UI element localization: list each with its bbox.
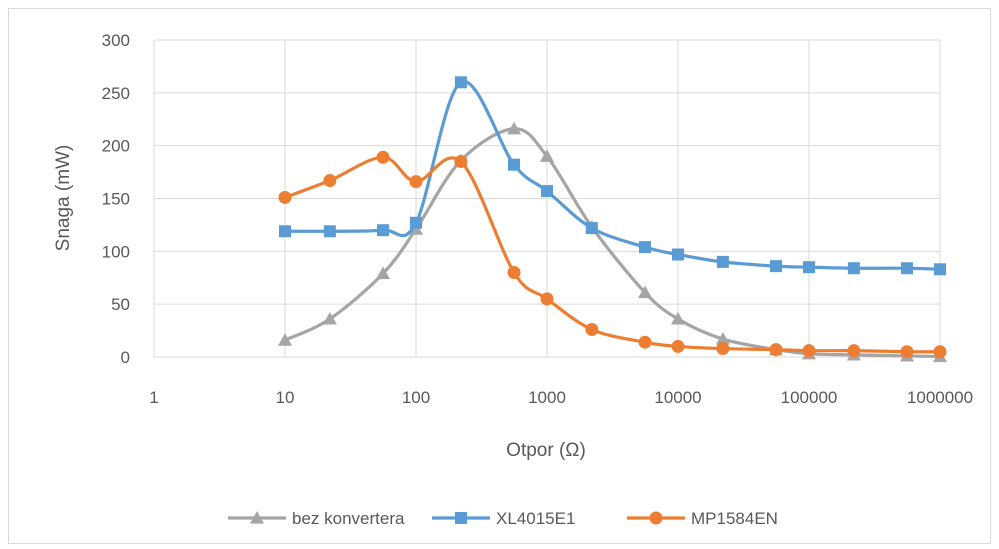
data-point bbox=[769, 343, 783, 357]
data-point bbox=[377, 224, 390, 237]
data-point bbox=[901, 262, 914, 275]
legend-item: MP1584EN bbox=[627, 509, 778, 528]
y-tick-label: 150 bbox=[102, 190, 130, 209]
data-point bbox=[322, 311, 337, 325]
data-point bbox=[507, 265, 521, 279]
series-mp1584en bbox=[278, 150, 947, 359]
x-axis-title: Otpor (Ω) bbox=[506, 440, 586, 461]
series-line bbox=[284, 155, 941, 354]
data-point bbox=[638, 285, 653, 299]
y-tick-label: 50 bbox=[111, 295, 130, 314]
data-point bbox=[454, 76, 467, 89]
tick-labels: 0 50 100 150 200 250 300 1 10 100 1000 10000 100000 1… bbox=[102, 31, 973, 407]
data-point bbox=[410, 216, 422, 229]
data-point bbox=[540, 292, 554, 306]
data-point bbox=[933, 345, 947, 359]
data-point bbox=[376, 150, 390, 164]
legend-label: XL4015E1 bbox=[496, 509, 575, 528]
y-tick-label: 250 bbox=[102, 84, 130, 103]
x-tick-label: 100 bbox=[402, 388, 430, 407]
data-point bbox=[279, 225, 291, 238]
data-point bbox=[323, 174, 337, 188]
legend-label: MP1584EN bbox=[691, 509, 778, 528]
grid-lines bbox=[153, 39, 941, 358]
data-point bbox=[715, 332, 730, 345]
legend-item: bez konvertera bbox=[228, 509, 405, 528]
data-point bbox=[716, 342, 730, 356]
y-tick-label: 200 bbox=[102, 137, 130, 156]
series-line bbox=[284, 79, 941, 271]
x-tick-label: 1000000 bbox=[907, 388, 973, 407]
data-point bbox=[770, 260, 783, 273]
y-tick-label: 0 bbox=[121, 348, 130, 367]
data-point bbox=[409, 175, 423, 189]
data-point bbox=[454, 155, 468, 169]
data-point bbox=[847, 262, 860, 275]
legend-marker bbox=[250, 511, 264, 524]
data-point bbox=[323, 225, 336, 238]
legend-label: bez konvertera bbox=[292, 509, 405, 528]
data-point bbox=[803, 261, 815, 274]
data-point bbox=[716, 255, 729, 268]
data-point bbox=[802, 344, 816, 358]
data-point bbox=[376, 266, 391, 280]
data-point bbox=[585, 222, 598, 235]
series-layer bbox=[278, 76, 947, 363]
y-tick-label: 100 bbox=[102, 242, 130, 261]
data-point bbox=[671, 339, 685, 353]
x-tick-label: 1 bbox=[149, 388, 158, 407]
legend-marker bbox=[455, 512, 467, 524]
data-point bbox=[847, 344, 861, 358]
data-point bbox=[639, 241, 652, 254]
series-line bbox=[284, 127, 941, 359]
y-axis-title: Snaga (mW) bbox=[53, 145, 74, 252]
series-xl4015e1 bbox=[279, 76, 946, 276]
x-tick-label: 10 bbox=[276, 388, 295, 407]
legend: bez konvertera XL4015E1 MP1584EN bbox=[228, 509, 778, 528]
y-tick-label: 300 bbox=[102, 31, 130, 50]
data-point bbox=[672, 248, 684, 261]
data-point bbox=[671, 311, 685, 325]
legend-marker bbox=[649, 511, 663, 525]
data-point bbox=[508, 158, 521, 171]
data-point bbox=[585, 323, 599, 337]
data-point bbox=[638, 335, 652, 349]
x-tick-label: 1000 bbox=[528, 388, 566, 407]
data-point bbox=[900, 345, 914, 359]
data-point bbox=[541, 185, 553, 198]
data-point bbox=[540, 149, 554, 162]
x-tick-label: 100000 bbox=[781, 388, 838, 407]
chart-frame bbox=[8, 8, 991, 544]
data-point bbox=[278, 190, 292, 204]
data-point bbox=[507, 121, 522, 135]
legend-item: XL4015E1 bbox=[432, 509, 575, 528]
x-tick-label: 10000 bbox=[654, 388, 701, 407]
data-point bbox=[278, 333, 292, 346]
data-point bbox=[934, 263, 946, 276]
